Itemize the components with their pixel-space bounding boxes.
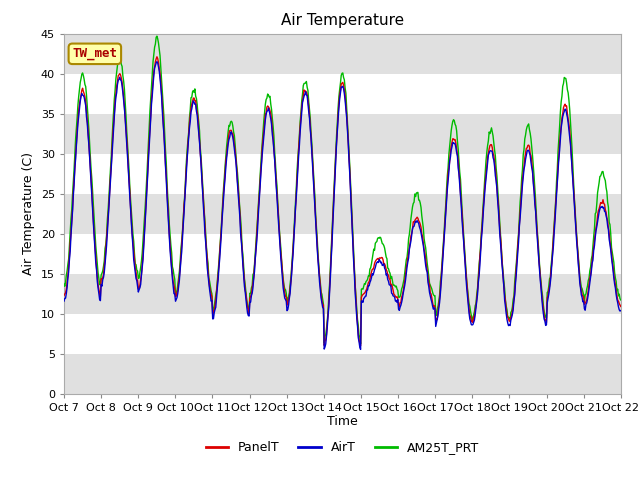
Text: TW_met: TW_met: [72, 48, 117, 60]
Y-axis label: Air Temperature (C): Air Temperature (C): [22, 152, 35, 275]
AirT: [185, 134, 193, 140]
AM25T_PRT: [185, 129, 193, 135]
AM25T_PRT: [617, 297, 625, 303]
PanelT: [428, 295, 436, 301]
Bar: [64, 34, 621, 73]
PanelT: [356, 343, 364, 348]
AirT: [153, 59, 161, 64]
AM25T_PRT: [428, 286, 436, 292]
AM25T_PRT: [153, 33, 161, 39]
Line: PanelT: PanelT: [64, 57, 621, 346]
Bar: [64, 193, 621, 234]
AirT: [214, 277, 222, 283]
PanelT: [617, 303, 625, 309]
Line: AM25T_PRT: AM25T_PRT: [64, 36, 621, 344]
AirT: [617, 308, 625, 313]
AirT: [412, 218, 419, 224]
Title: Air Temperature: Air Temperature: [281, 13, 404, 28]
AM25T_PRT: [60, 281, 68, 287]
PanelT: [214, 272, 222, 278]
AM25T_PRT: [214, 268, 222, 274]
PanelT: [70, 177, 78, 183]
AM25T_PRT: [356, 341, 364, 347]
AirT: [428, 300, 436, 305]
PanelT: [185, 132, 193, 138]
X-axis label: Time: Time: [327, 415, 358, 429]
AM25T_PRT: [70, 167, 78, 172]
Bar: [64, 114, 621, 154]
AirT: [60, 298, 68, 304]
PanelT: [127, 216, 135, 222]
Line: AirT: AirT: [64, 61, 621, 349]
Bar: [64, 274, 621, 313]
AM25T_PRT: [127, 208, 135, 214]
AirT: [70, 182, 78, 188]
AirT: [356, 347, 364, 352]
PanelT: [60, 293, 68, 299]
AirT: [127, 221, 135, 227]
Legend: PanelT, AirT, AM25T_PRT: PanelT, AirT, AM25T_PRT: [200, 436, 484, 459]
PanelT: [412, 216, 419, 222]
Bar: [64, 354, 621, 394]
AM25T_PRT: [412, 194, 419, 200]
PanelT: [153, 54, 161, 60]
